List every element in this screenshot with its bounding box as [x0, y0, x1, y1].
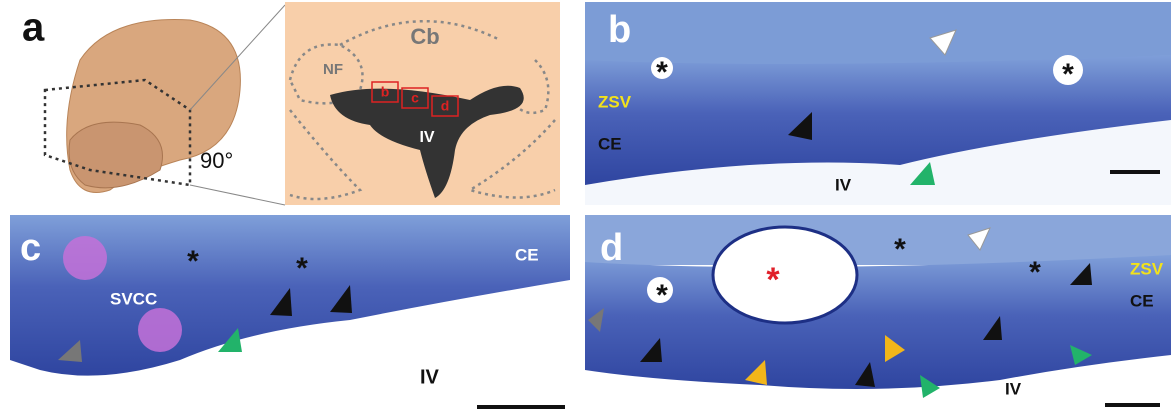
epithelium-label: CE [515, 245, 539, 264]
large-vessel-marker: * [766, 261, 780, 299]
region-label: Cb [410, 24, 439, 49]
svcc [63, 236, 107, 280]
panel-a: a 90° Cb NF IV b c d [22, 2, 560, 205]
figure: a 90° Cb NF IV b c d b * * [0, 0, 1171, 413]
panel-letter: b [608, 9, 631, 51]
panel-letter: d [600, 227, 623, 269]
panel-b: b * * ZSV CE IV [585, 2, 1171, 205]
panel-letter: a [22, 6, 45, 50]
zone-label: ZSV [1130, 259, 1164, 278]
vessel-marker: * [656, 279, 668, 312]
cerebellum [69, 122, 163, 188]
epithelium-label: CE [598, 134, 622, 153]
zone-label: ZSV [598, 92, 632, 111]
vessel-marker: * [187, 245, 199, 278]
panel-letter: c [20, 227, 41, 269]
svcc [138, 308, 182, 352]
vessel-marker: * [296, 252, 308, 285]
box-label: d [441, 98, 450, 114]
ventricle-label: IV [420, 366, 440, 388]
large-vessel [713, 227, 857, 323]
nucleus-label: NF [323, 61, 343, 78]
panel-c: c SVCC CE IV * * [10, 215, 570, 413]
box-label: c [411, 90, 419, 106]
panel-d: d * * * * ZSV CE IV [585, 215, 1171, 413]
ventricle-label: IV [1005, 379, 1022, 398]
vessel-marker: * [894, 233, 906, 266]
box-label: b [381, 84, 390, 100]
zoom-line [190, 185, 285, 205]
vessel-marker: * [1062, 58, 1074, 91]
ventricle-label: IV [419, 129, 434, 146]
ventricle-label: IV [835, 175, 852, 194]
parenchyma [585, 215, 1171, 265]
vessel-marker: * [656, 56, 668, 89]
angle-label: 90° [200, 148, 233, 173]
epithelium-label: CE [1130, 291, 1154, 310]
vessel-marker: * [1029, 256, 1041, 289]
cluster-label: SVCC [110, 289, 157, 308]
parenchyma [585, 2, 1171, 64]
